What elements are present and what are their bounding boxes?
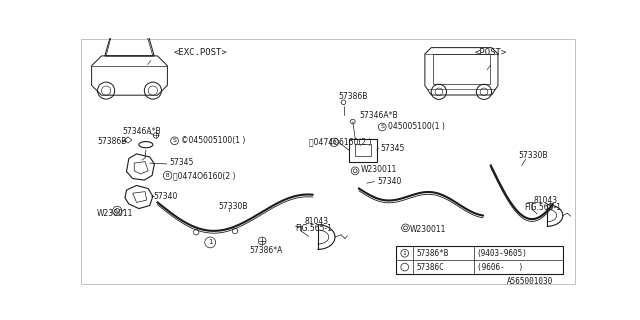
Circle shape	[401, 263, 408, 271]
Text: A565001030: A565001030	[507, 277, 553, 286]
Text: 57386B: 57386B	[338, 92, 367, 101]
Bar	[355, 144, 371, 156]
Circle shape	[401, 249, 408, 257]
Text: S: S	[380, 124, 384, 130]
Text: 57345: 57345	[169, 158, 193, 167]
Text: S: S	[173, 138, 177, 143]
Text: W230011: W230011	[360, 165, 397, 174]
Text: FIG.565-1: FIG.565-1	[296, 224, 332, 233]
Text: 045005100(1 ): 045005100(1 )	[388, 123, 445, 132]
Text: 57386*A: 57386*A	[249, 246, 282, 255]
Text: 81043: 81043	[305, 217, 329, 226]
Text: 57330B: 57330B	[518, 151, 547, 160]
Text: 1: 1	[208, 239, 212, 245]
Text: (9606-   ): (9606- )	[477, 263, 523, 272]
Text: ©045005100(1 ): ©045005100(1 )	[180, 136, 245, 145]
Text: W230011: W230011	[410, 225, 447, 234]
Text: 57346A*B: 57346A*B	[123, 127, 161, 136]
Text: 57386C: 57386C	[417, 263, 444, 272]
Text: 57386*B: 57386*B	[417, 249, 449, 258]
Text: B: B	[332, 140, 336, 145]
Text: 57340: 57340	[378, 177, 402, 186]
Text: 1: 1	[403, 251, 406, 256]
Text: FIG.565-1: FIG.565-1	[524, 203, 561, 212]
Text: 57340: 57340	[154, 192, 178, 201]
Bar	[349, 139, 377, 162]
Bar	[396, 246, 563, 274]
Text: 57346A*B: 57346A*B	[359, 111, 397, 120]
Text: <EXC.POST>: <EXC.POST>	[173, 48, 227, 57]
Text: W230011: W230011	[97, 209, 133, 218]
Text: 57330B: 57330B	[218, 202, 248, 211]
Text: 57345: 57345	[381, 144, 405, 153]
Text: 81043: 81043	[533, 196, 557, 204]
Text: (9403-9605): (9403-9605)	[477, 249, 527, 258]
Text: <POST>: <POST>	[475, 48, 507, 57]
Text: ⑂0474O6160(2 ): ⑂0474O6160(2 )	[173, 171, 236, 180]
Text: ⑂0474O6160(2 ): ⑂0474O6160(2 )	[309, 137, 372, 146]
Text: 57386B: 57386B	[97, 137, 127, 146]
Text: B: B	[166, 173, 170, 178]
